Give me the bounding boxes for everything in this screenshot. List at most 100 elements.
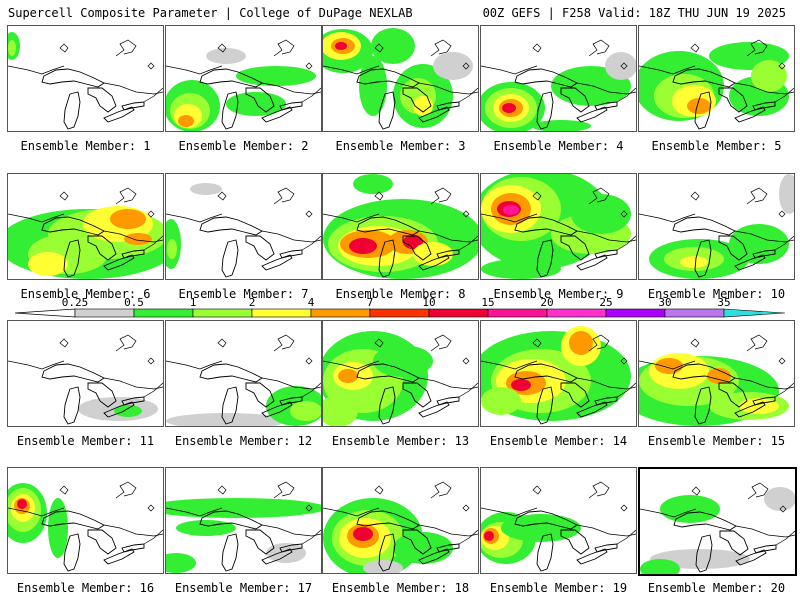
lake-outline xyxy=(694,91,712,130)
border-line xyxy=(588,187,610,205)
ensemble-member-map[interactable] xyxy=(7,467,164,574)
border-line xyxy=(261,524,321,537)
scp-shading xyxy=(433,52,473,80)
border-line xyxy=(778,210,786,218)
scp-map xyxy=(639,334,794,426)
scp-shading xyxy=(166,413,286,426)
lake-outline xyxy=(536,533,554,572)
ensemble-member-map[interactable] xyxy=(165,25,322,132)
member-caption: Ensemble Member: 18 xyxy=(331,581,470,595)
border-line xyxy=(430,187,452,205)
border-line xyxy=(690,43,700,53)
color-scale-bar: 0.25 0.5 1 2 4 7 10 15 20 25 30 35 xyxy=(14,296,786,318)
lake-outline xyxy=(245,382,275,408)
border-line xyxy=(147,504,155,512)
scp-map xyxy=(639,174,794,279)
lake-outline xyxy=(279,101,303,111)
border-line xyxy=(166,213,223,223)
colorbar-label: 15 xyxy=(481,296,494,309)
border-line xyxy=(640,508,697,518)
lake-outline xyxy=(514,363,578,383)
border-line xyxy=(690,191,700,201)
ensemble-member-map[interactable] xyxy=(638,25,795,132)
lake-outline xyxy=(672,363,736,383)
border-line xyxy=(746,39,768,57)
border-line xyxy=(616,87,636,103)
lake-outline xyxy=(436,249,460,259)
border-line xyxy=(115,334,137,352)
lake-outline xyxy=(753,544,777,554)
border-line xyxy=(481,213,538,223)
ensemble-member-map[interactable] xyxy=(638,467,797,576)
border-line xyxy=(301,529,321,545)
ensemble-member-map[interactable] xyxy=(322,320,479,427)
colorbar-segment xyxy=(74,308,135,318)
ensemble-member-map[interactable] xyxy=(7,25,164,132)
lake-outline xyxy=(418,401,450,418)
ensemble-member-map[interactable] xyxy=(480,320,637,427)
ensemble-member-map[interactable] xyxy=(480,467,637,574)
border-line xyxy=(639,65,696,75)
ensemble-member-map[interactable] xyxy=(165,173,322,280)
colorbar-segment xyxy=(133,308,194,318)
scp-shading xyxy=(502,103,516,113)
ensemble-member-map[interactable] xyxy=(322,173,479,280)
page-title: Supercell Composite Parameter | College … xyxy=(8,6,413,20)
scp-shading xyxy=(569,331,593,355)
scp-shading xyxy=(166,553,196,573)
ensemble-member-map[interactable] xyxy=(638,173,795,280)
border-line xyxy=(217,485,227,495)
border-line xyxy=(273,481,295,499)
scp-shading xyxy=(707,368,731,384)
ensemble-member-map[interactable] xyxy=(638,320,795,427)
border-line xyxy=(374,43,384,53)
ensemble-member-map[interactable] xyxy=(7,173,164,280)
lake-outline xyxy=(752,396,776,406)
scp-shading xyxy=(403,235,423,249)
lake-outline xyxy=(576,401,608,418)
border-line xyxy=(217,191,227,201)
scp-shading xyxy=(28,252,68,276)
ensemble-member-map[interactable] xyxy=(480,25,637,132)
member-caption: Ensemble Member: 17 xyxy=(174,581,313,595)
lake-outline xyxy=(245,529,275,555)
lake-outline xyxy=(378,533,396,572)
ensemble-member-map[interactable] xyxy=(322,25,479,132)
lake-outline xyxy=(199,363,263,383)
scp-shading xyxy=(371,28,415,64)
member-caption: Ensemble Member: 4 xyxy=(493,139,624,153)
lake-outline xyxy=(221,91,239,130)
scp-shading xyxy=(531,120,591,131)
lake-outline xyxy=(718,235,748,261)
lake-outline xyxy=(87,235,117,261)
border-line xyxy=(576,524,636,537)
scp-shading xyxy=(110,209,146,229)
border-line xyxy=(616,382,636,398)
ensemble-member-map[interactable] xyxy=(480,173,637,280)
lake-outline xyxy=(752,101,776,111)
lake-outline xyxy=(436,101,460,111)
border-line xyxy=(458,382,478,398)
border-line xyxy=(301,235,321,251)
scp-shading xyxy=(290,401,321,421)
border-line xyxy=(430,334,452,352)
scp-map xyxy=(481,39,636,131)
ensemble-member-map[interactable] xyxy=(165,467,322,574)
scp-shading xyxy=(484,531,494,541)
border-line xyxy=(217,338,227,348)
ensemble-member-map[interactable] xyxy=(7,320,164,427)
lake-outline xyxy=(245,235,275,261)
lake-outline xyxy=(261,106,293,123)
lake-outline xyxy=(694,239,712,278)
border-line xyxy=(147,62,155,70)
ensemble-member-map[interactable] xyxy=(165,320,322,427)
colorbar-segment xyxy=(192,308,253,318)
scp-map xyxy=(481,326,636,425)
lake-outline xyxy=(576,254,608,271)
ensemble-member-map[interactable] xyxy=(322,467,479,574)
border-line xyxy=(778,357,786,365)
border-line xyxy=(462,210,470,218)
border-line xyxy=(774,382,794,398)
scp-shading xyxy=(353,174,393,194)
member-caption: Ensemble Member: 16 xyxy=(16,581,155,595)
